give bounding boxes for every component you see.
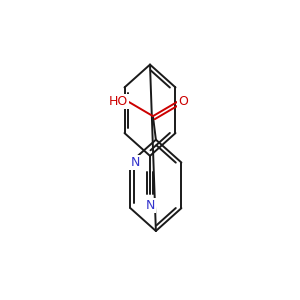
Text: N: N: [145, 200, 155, 212]
Text: HO: HO: [109, 95, 128, 108]
Text: N: N: [130, 156, 140, 169]
Text: O: O: [178, 95, 188, 108]
